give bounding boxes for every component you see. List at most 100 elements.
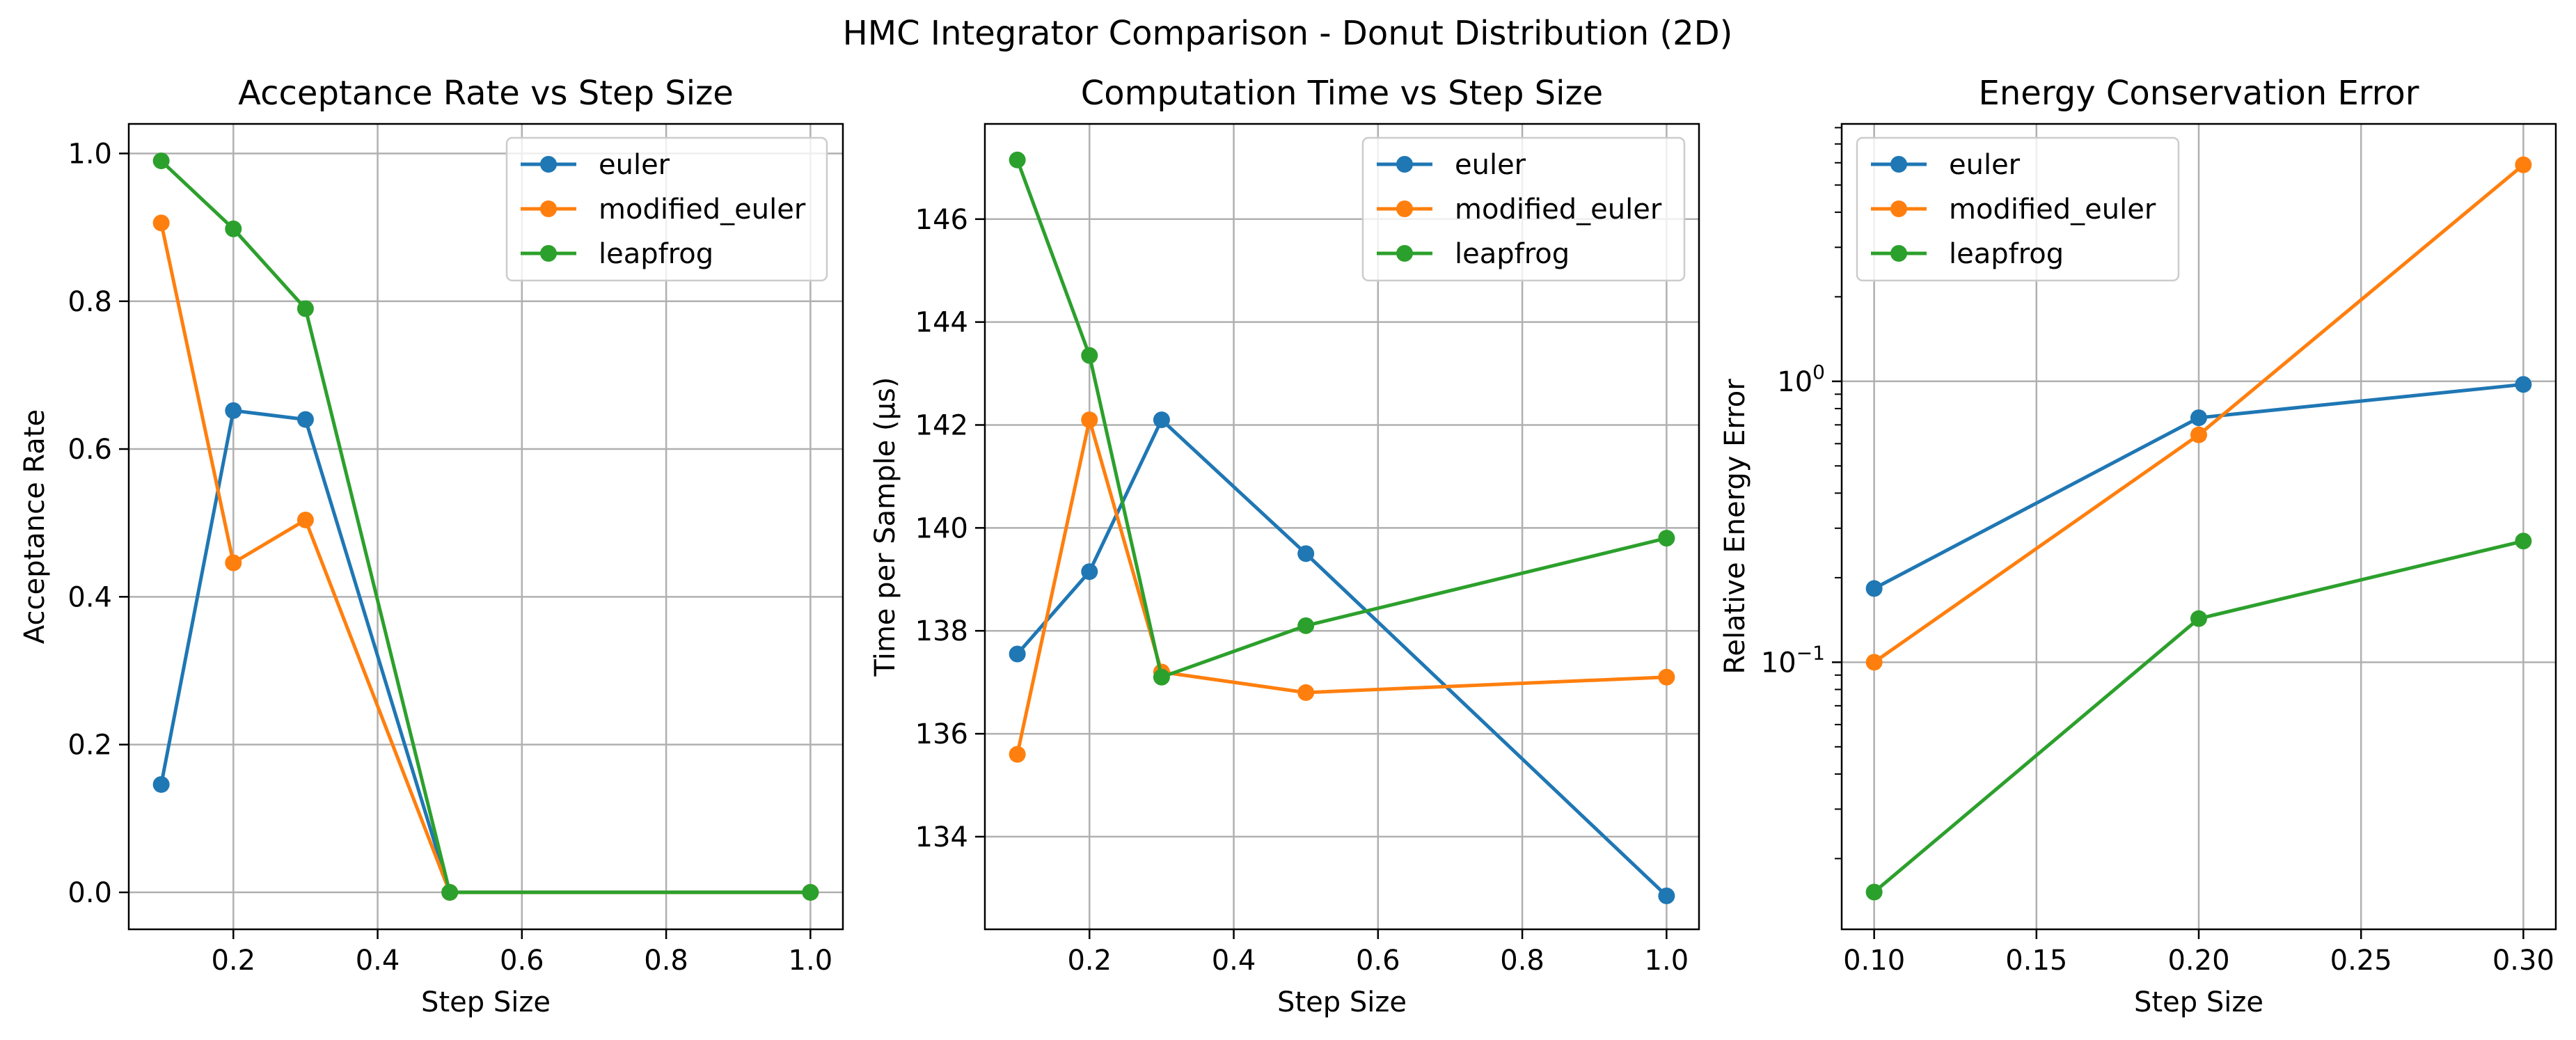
point-euler <box>1297 545 1315 562</box>
legend-label: euler <box>1455 149 1526 181</box>
x-tick-label: 0.4 <box>356 945 400 977</box>
point-euler <box>2515 376 2532 393</box>
point-modified_euler <box>152 214 170 232</box>
x-axis-label: Step Size <box>2134 986 2263 1018</box>
figure-title: HMC Integrator Comparison - Donut Distri… <box>843 14 1733 53</box>
point-modified_euler <box>297 511 314 528</box>
subplot-title: Energy Conservation Error <box>1979 74 2419 113</box>
point-euler <box>1153 411 1170 429</box>
y-tick-label: 0.4 <box>68 581 112 613</box>
legend-swatch-marker <box>540 200 557 217</box>
x-tick-label: 0.15 <box>2005 945 2067 977</box>
subplot-title: Acceptance Rate vs Step Size <box>238 74 734 113</box>
y-tick-label: 146 <box>915 204 968 236</box>
y-tick-label: 0.8 <box>68 286 112 318</box>
y-tick-label: 100 <box>1777 361 1825 398</box>
x-tick-label: 0.10 <box>1843 945 1905 977</box>
y-tick-label: 136 <box>915 718 968 750</box>
point-euler <box>297 411 314 428</box>
legend: euler modified_euler leapfrog <box>1361 136 1686 282</box>
legend-swatch-marker <box>1890 200 1907 217</box>
y-tick-label: 0.0 <box>68 877 112 909</box>
point-euler <box>1865 580 1883 597</box>
axes-frame <box>127 123 844 931</box>
legend-label: leapfrog <box>599 238 713 270</box>
point-leapfrog <box>1658 530 1675 547</box>
legend-swatch-marker <box>1396 156 1413 173</box>
subplot-2: 0.2 0.4 0.6 0.8 1.0 134 136 138 140 142 144 146 Comp… <box>869 74 1700 1018</box>
point-modified_euler <box>1081 411 1098 429</box>
y-tick-label: 0.6 <box>68 434 112 466</box>
x-tick-label: 0.20 <box>2167 945 2229 977</box>
y-axis-label: Relative Energy Error <box>1719 379 1751 675</box>
y-axis-label: Time per Sample (µs) <box>869 377 901 677</box>
point-leapfrog <box>152 152 170 170</box>
legend-swatch-marker <box>1890 156 1907 173</box>
point-leapfrog <box>441 883 459 901</box>
subplot-title: Computation Time vs Step Size <box>1081 74 1603 113</box>
x-tick-label: 0.4 <box>1212 945 1256 977</box>
point-euler <box>2190 409 2207 427</box>
point-modified_euler <box>1865 654 1883 671</box>
legend-swatch-marker <box>540 245 557 262</box>
x-tick-label: 0.8 <box>644 945 688 977</box>
point-leapfrog <box>225 220 242 237</box>
point-euler <box>152 775 170 793</box>
x-axis-label: Step Size <box>1277 986 1407 1018</box>
axes-frame <box>983 123 1700 931</box>
point-leapfrog <box>802 883 819 901</box>
x-tick-label: 0.30 <box>2492 945 2554 977</box>
legend: euler modified_euler leapfrog <box>505 136 828 282</box>
x-tick-label: 0.8 <box>1500 945 1544 977</box>
legend-label: modified_euler <box>1455 194 1662 226</box>
point-leapfrog <box>2190 610 2207 627</box>
point-leapfrog <box>297 300 314 317</box>
point-euler <box>1009 645 1026 663</box>
subplot-1: 0.2 0.4 0.6 0.8 1.0 0.0 0.2 0.4 0.6 0.8 1.0 Accepta… <box>19 74 844 1018</box>
x-tick-label: 0.25 <box>2330 945 2392 977</box>
x-tick-label: 0.6 <box>1356 945 1400 977</box>
legend-swatch-marker <box>1396 200 1413 217</box>
point-euler <box>1081 563 1098 581</box>
legend-box <box>1856 136 2180 282</box>
legend-swatch-marker <box>1890 245 1907 262</box>
point-modified_euler <box>2190 426 2207 443</box>
y-tick-label: 134 <box>915 821 968 853</box>
point-leapfrog <box>1297 617 1315 634</box>
point-modified_euler <box>1009 746 1026 763</box>
point-euler <box>225 402 242 419</box>
point-euler <box>1658 887 1675 904</box>
point-leapfrog <box>2515 533 2532 550</box>
y-tick-label: 0.2 <box>68 730 112 762</box>
y-tick-label: 144 <box>915 307 968 339</box>
legend-box <box>1361 136 1686 282</box>
x-tick-label: 0.2 <box>1067 945 1112 977</box>
point-leapfrog <box>1081 347 1098 364</box>
y-tick-label: 138 <box>915 615 968 647</box>
legend-label: leapfrog <box>1949 238 2064 270</box>
point-modified_euler <box>225 554 242 572</box>
y-axis-label: Acceptance Rate <box>19 409 51 644</box>
x-tick-label: 0.2 <box>211 945 255 977</box>
y-tick-label: 1.0 <box>68 138 112 170</box>
legend-swatch-marker <box>540 156 557 173</box>
axes-root: 0.2 0.4 0.6 0.8 1.0 0.0 0.2 0.4 0.6 0.8 1.0 Accepta… <box>19 74 2557 1018</box>
point-leapfrog <box>1009 151 1026 168</box>
point-modified_euler <box>1297 684 1315 701</box>
x-tick-label: 1.0 <box>789 945 833 977</box>
y-tick-label: 140 <box>915 512 968 544</box>
legend-box <box>505 136 828 282</box>
legend-label: modified_euler <box>1949 194 2156 226</box>
legend-label: modified_euler <box>599 194 806 226</box>
legend-label: euler <box>599 149 670 181</box>
point-leapfrog <box>1865 883 1883 901</box>
x-tick-label: 0.6 <box>500 945 544 977</box>
x-tick-label: 1.0 <box>1645 945 1689 977</box>
x-axis-label: Step Size <box>421 986 551 1018</box>
legend: euler modified_euler leapfrog <box>1856 136 2180 282</box>
point-modified_euler <box>2515 156 2532 173</box>
legend-label: euler <box>1949 149 2021 181</box>
